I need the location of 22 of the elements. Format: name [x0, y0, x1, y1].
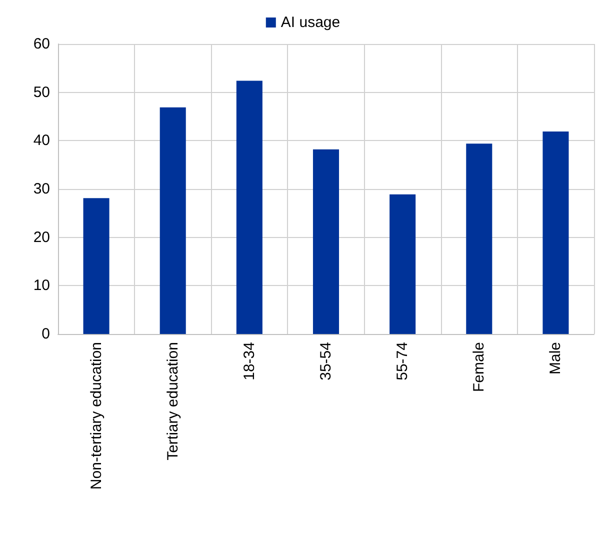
x-tick-label: Tertiary education [164, 342, 182, 460]
x-tick-label: 35-54 [318, 342, 334, 380]
legend-label: AI usage [280, 14, 340, 31]
bar [236, 80, 262, 334]
x-tick-label: 55-74 [394, 342, 412, 380]
y-tick-label: 60 [33, 36, 50, 52]
x-tick-label: Male [547, 342, 564, 375]
y-tick-label: 40 [33, 132, 50, 150]
bar [390, 194, 416, 334]
y-tick-label: 0 [42, 326, 50, 342]
y-tick-label: 50 [33, 84, 50, 101]
y-tick-label: 30 [33, 180, 50, 198]
bar [466, 144, 492, 334]
y-tick-label: 20 [33, 228, 50, 246]
bar [312, 149, 340, 334]
y-tick-label: 10 [33, 277, 50, 294]
bar [160, 107, 186, 334]
bar [542, 131, 569, 334]
bar [83, 198, 110, 334]
x-tick-label: Non-tertiary education [88, 342, 105, 490]
x-tick-label: 18-34 [240, 342, 258, 380]
x-tick-label: Female [470, 342, 488, 392]
